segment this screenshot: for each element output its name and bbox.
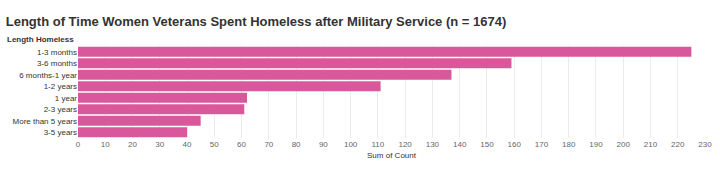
svg-text:60: 60 bbox=[237, 140, 246, 149]
svg-text:70: 70 bbox=[264, 140, 273, 149]
svg-text:220: 220 bbox=[671, 140, 685, 149]
svg-text:Sum of Count: Sum of Count bbox=[367, 151, 417, 160]
svg-text:110: 110 bbox=[371, 140, 384, 149]
svg-text:3-6 months: 3-6 months bbox=[37, 59, 77, 68]
svg-text:190: 190 bbox=[589, 140, 603, 149]
svg-text:Length of Time Women Veterans: Length of Time Women Veterans Spent Home… bbox=[6, 14, 507, 29]
svg-text:1-3 months: 1-3 months bbox=[37, 48, 77, 57]
svg-text:2-3 years: 2-3 years bbox=[44, 105, 77, 114]
svg-text:80: 80 bbox=[292, 140, 301, 149]
svg-text:90: 90 bbox=[319, 140, 328, 149]
svg-text:210: 210 bbox=[644, 140, 658, 149]
svg-text:150: 150 bbox=[480, 140, 494, 149]
svg-text:50: 50 bbox=[210, 140, 219, 149]
svg-text:160: 160 bbox=[507, 140, 521, 149]
svg-text:170: 170 bbox=[535, 140, 549, 149]
svg-text:10: 10 bbox=[101, 140, 110, 149]
svg-text:180: 180 bbox=[562, 140, 576, 149]
svg-text:More than 5 years: More than 5 years bbox=[13, 117, 77, 126]
svg-text:230: 230 bbox=[698, 140, 712, 149]
svg-text:6 months-1 year: 6 months-1 year bbox=[19, 71, 77, 80]
svg-text:30: 30 bbox=[155, 140, 164, 149]
svg-text:3-5 years: 3-5 years bbox=[44, 128, 77, 137]
svg-text:0: 0 bbox=[76, 140, 81, 149]
svg-text:140: 140 bbox=[453, 140, 467, 149]
svg-text:Length Homeless: Length Homeless bbox=[7, 35, 74, 44]
svg-text:200: 200 bbox=[617, 140, 631, 149]
svg-text:40: 40 bbox=[183, 140, 192, 149]
svg-text:1-2 years: 1-2 years bbox=[44, 82, 77, 91]
svg-text:100: 100 bbox=[344, 140, 358, 149]
svg-text:20: 20 bbox=[128, 140, 137, 149]
svg-text:120: 120 bbox=[398, 140, 412, 149]
svg-text:1 year: 1 year bbox=[55, 94, 78, 103]
svg-text:130: 130 bbox=[426, 140, 440, 149]
